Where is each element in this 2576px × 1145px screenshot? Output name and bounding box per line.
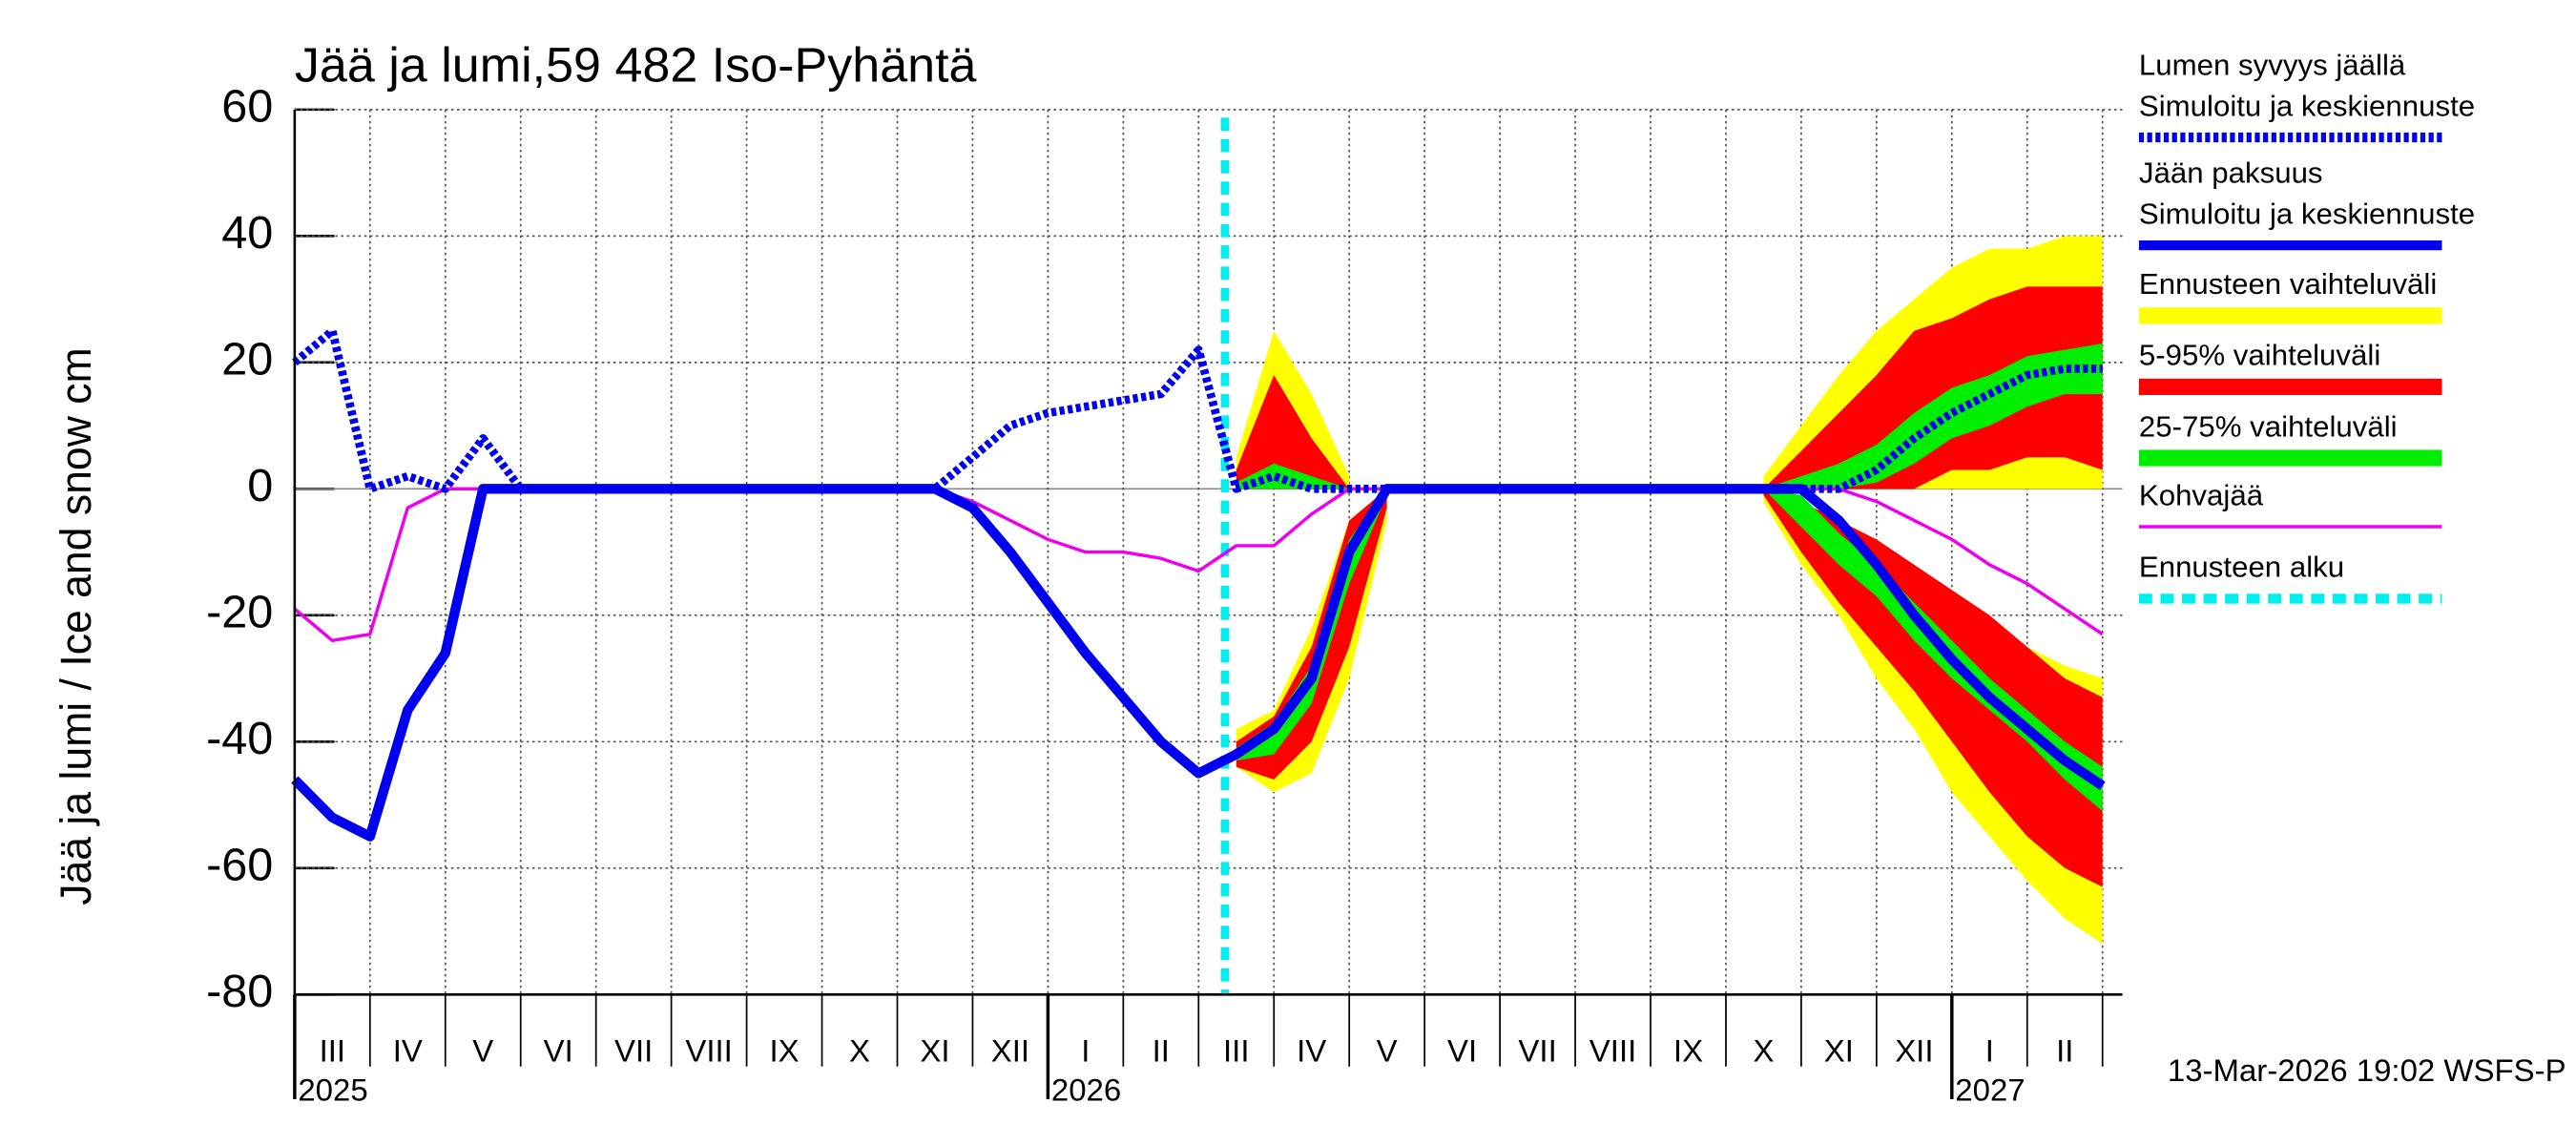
y-tick-label: 40 — [221, 207, 273, 259]
x-tick-label: X — [1753, 1033, 1774, 1069]
x-tick-label: XII — [1895, 1033, 1933, 1069]
x-tick-label: VIII — [685, 1033, 732, 1069]
x-tick-label: VIII — [1589, 1033, 1636, 1069]
y-tick-label: -60 — [206, 840, 273, 891]
legend-label: 25-75% vaihteluväli — [2139, 409, 2398, 443]
legend-swatch — [2138, 307, 2442, 324]
year-label: 2027 — [1955, 1072, 2025, 1108]
x-tick-label: VII — [614, 1033, 653, 1069]
x-tick-label: V — [472, 1033, 493, 1069]
series-line — [291, 484, 2106, 842]
y-tick-label: -40 — [206, 713, 273, 764]
legend-label: Ennusteen alku — [2139, 551, 2344, 584]
x-tick-label: III — [320, 1033, 345, 1069]
year-label: 2025 — [298, 1072, 367, 1108]
band-area — [1763, 343, 2103, 489]
y-tick-label: 60 — [221, 81, 273, 133]
x-tick-label: XII — [991, 1033, 1029, 1069]
x-tick-label: II — [2056, 1033, 2073, 1069]
y-tick-label: 0 — [247, 460, 273, 511]
chart-title: Jää ja lumi,59 482 Iso-Pyhäntä — [295, 37, 977, 93]
band-area — [1236, 375, 1350, 489]
x-tick-label: VII — [1518, 1033, 1556, 1069]
x-tick-label: VI — [1447, 1033, 1477, 1069]
y-tick-label: -80 — [206, 966, 273, 1017]
series-line — [292, 326, 2103, 493]
x-tick-label: XI — [920, 1033, 949, 1069]
legend-label: Simuloitu ja keskiennuste — [2139, 89, 2475, 122]
x-tick-label: IX — [769, 1033, 799, 1069]
y-tick-label: 20 — [221, 334, 273, 385]
legend-label: Kohvajää — [2139, 478, 2264, 511]
band-area — [1763, 489, 2103, 812]
x-tick-label: V — [1377, 1033, 1398, 1069]
x-tick-label: X — [849, 1033, 870, 1069]
x-tick-label: VI — [544, 1033, 573, 1069]
year-label: 2026 — [1051, 1072, 1121, 1108]
y-tick-label: -20 — [206, 587, 273, 638]
x-tick-label: IV — [1297, 1033, 1326, 1069]
footer: 13-Mar-2026 19:02 WSFS-P — [2168, 1052, 2566, 1088]
legend-swatch — [2138, 449, 2442, 467]
x-tick-label: XI — [1824, 1033, 1854, 1069]
x-tick-label: I — [1985, 1033, 1994, 1069]
x-tick-label: IV — [393, 1033, 423, 1069]
y-axis-label: Jää ja lumi / Ice and snow cm — [52, 347, 100, 905]
legend-label: Jään paksuus — [2139, 156, 2323, 190]
legend-label: Lumen syvyys jäällä — [2139, 49, 2406, 82]
x-tick-label: IX — [1673, 1033, 1703, 1069]
x-tick-label: II — [1153, 1033, 1170, 1069]
band-area — [1763, 489, 2103, 887]
x-tick-label: III — [1223, 1033, 1249, 1069]
legend-label: Ennusteen vaihteluväli — [2139, 267, 2437, 301]
legend-swatch — [2138, 378, 2442, 395]
x-tick-label: I — [1081, 1033, 1090, 1069]
legend-label: 5-95% vaihteluväli — [2139, 339, 2380, 372]
band-area — [1763, 286, 2103, 489]
legend-label: Simuloitu ja keskiennuste — [2139, 198, 2475, 231]
